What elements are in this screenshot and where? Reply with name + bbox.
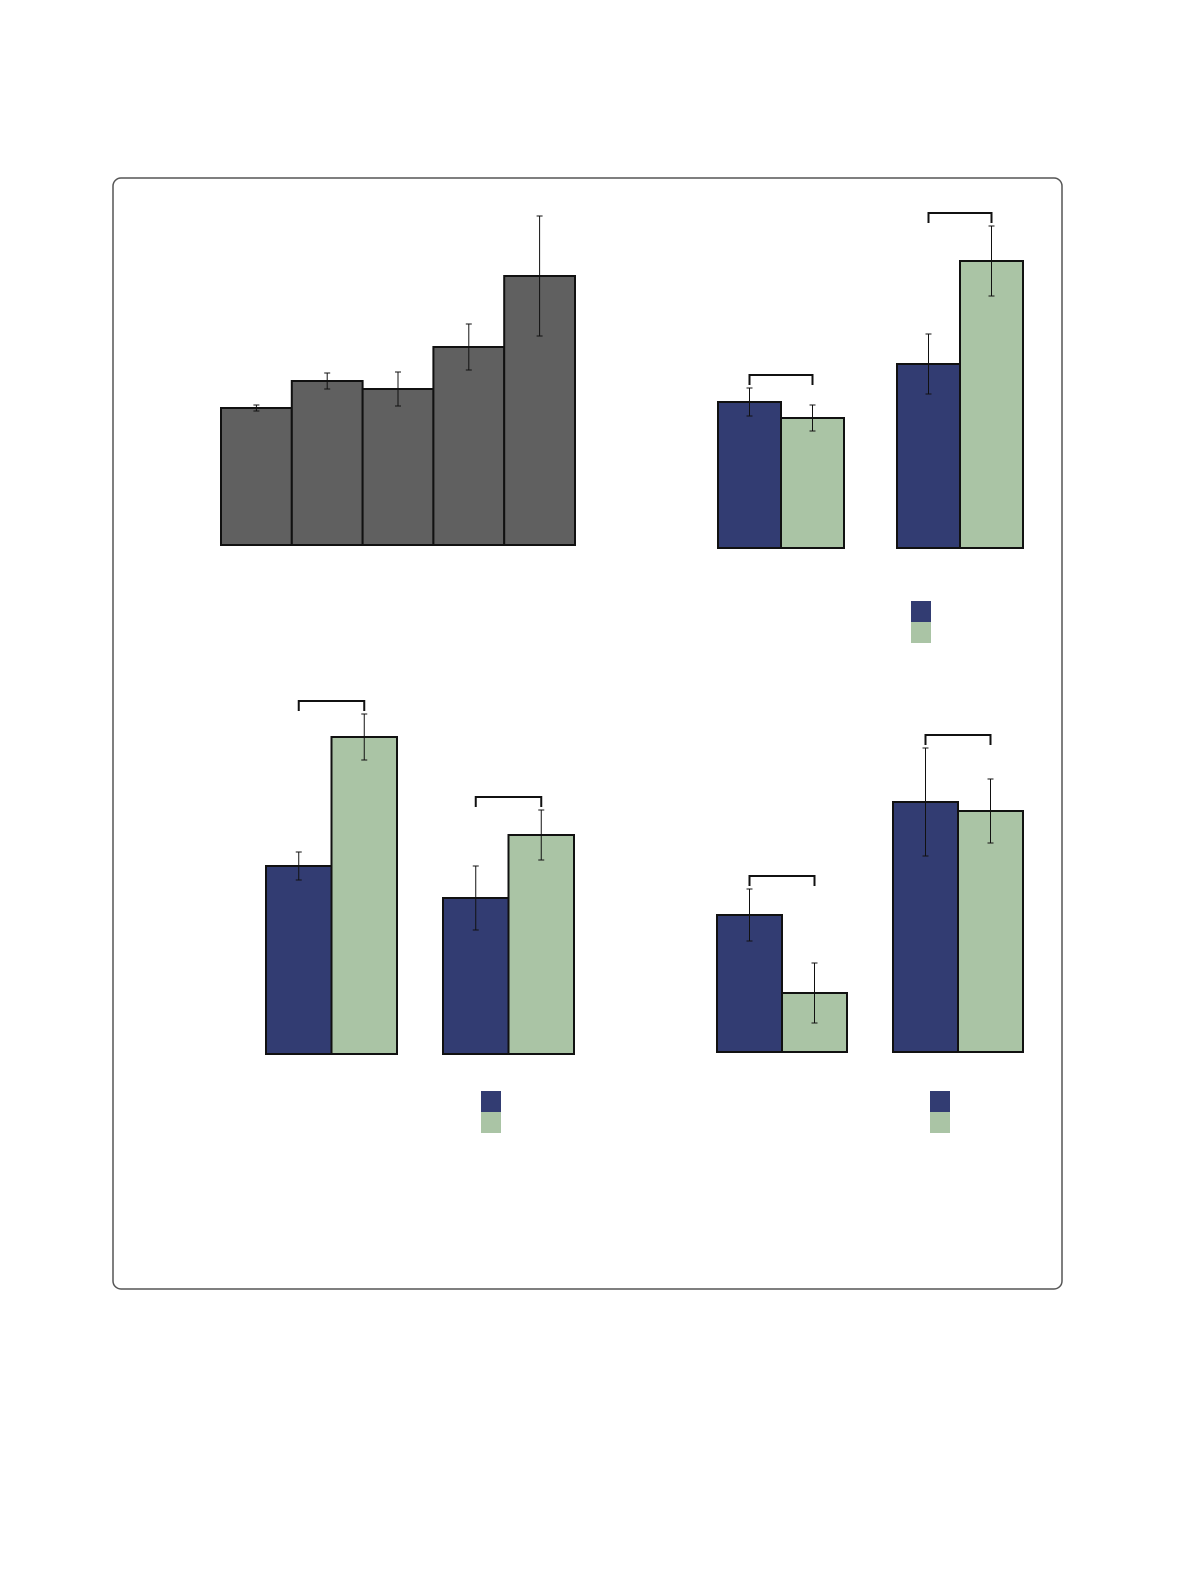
significance-bracket: [748, 374, 814, 385]
bar: [957, 810, 1024, 1053]
error-bar: [925, 333, 932, 395]
error-bar: [811, 962, 818, 1024]
bar: [717, 401, 782, 549]
error-bar: [809, 404, 816, 432]
bar: [290, 380, 364, 546]
significance-bracket: [297, 700, 366, 711]
error-bar: [295, 851, 302, 881]
bar: [507, 834, 575, 1055]
bar: [220, 407, 293, 546]
significance-bracket: [474, 796, 543, 807]
error-bar: [922, 747, 929, 857]
error-bar: [324, 372, 331, 390]
error-bar: [746, 387, 753, 417]
bar: [959, 260, 1024, 549]
error-bar: [465, 323, 472, 371]
bar: [265, 865, 333, 1055]
error-bar: [988, 225, 995, 297]
legend-swatch: [911, 622, 931, 643]
legend-swatch: [481, 1112, 501, 1133]
error-bar: [746, 888, 753, 942]
bar: [716, 914, 783, 1053]
bar: [361, 388, 435, 546]
error-bar: [395, 371, 401, 407]
bar: [780, 417, 845, 549]
significance-bracket: [748, 875, 816, 886]
bar: [330, 736, 398, 1055]
legend-swatch: [481, 1091, 501, 1112]
legend-swatch: [930, 1112, 950, 1133]
panel-frame: [112, 177, 1063, 1290]
legend-swatch: [930, 1091, 950, 1112]
error-bar: [361, 713, 368, 761]
bar: [432, 346, 506, 546]
error-bar: [472, 865, 479, 931]
error-bar: [538, 809, 545, 861]
legend-swatch: [911, 601, 931, 622]
error-bar: [536, 215, 543, 337]
error-bar: [253, 404, 260, 412]
significance-bracket: [927, 212, 993, 223]
significance-bracket: [924, 734, 992, 745]
error-bar: [987, 778, 994, 844]
